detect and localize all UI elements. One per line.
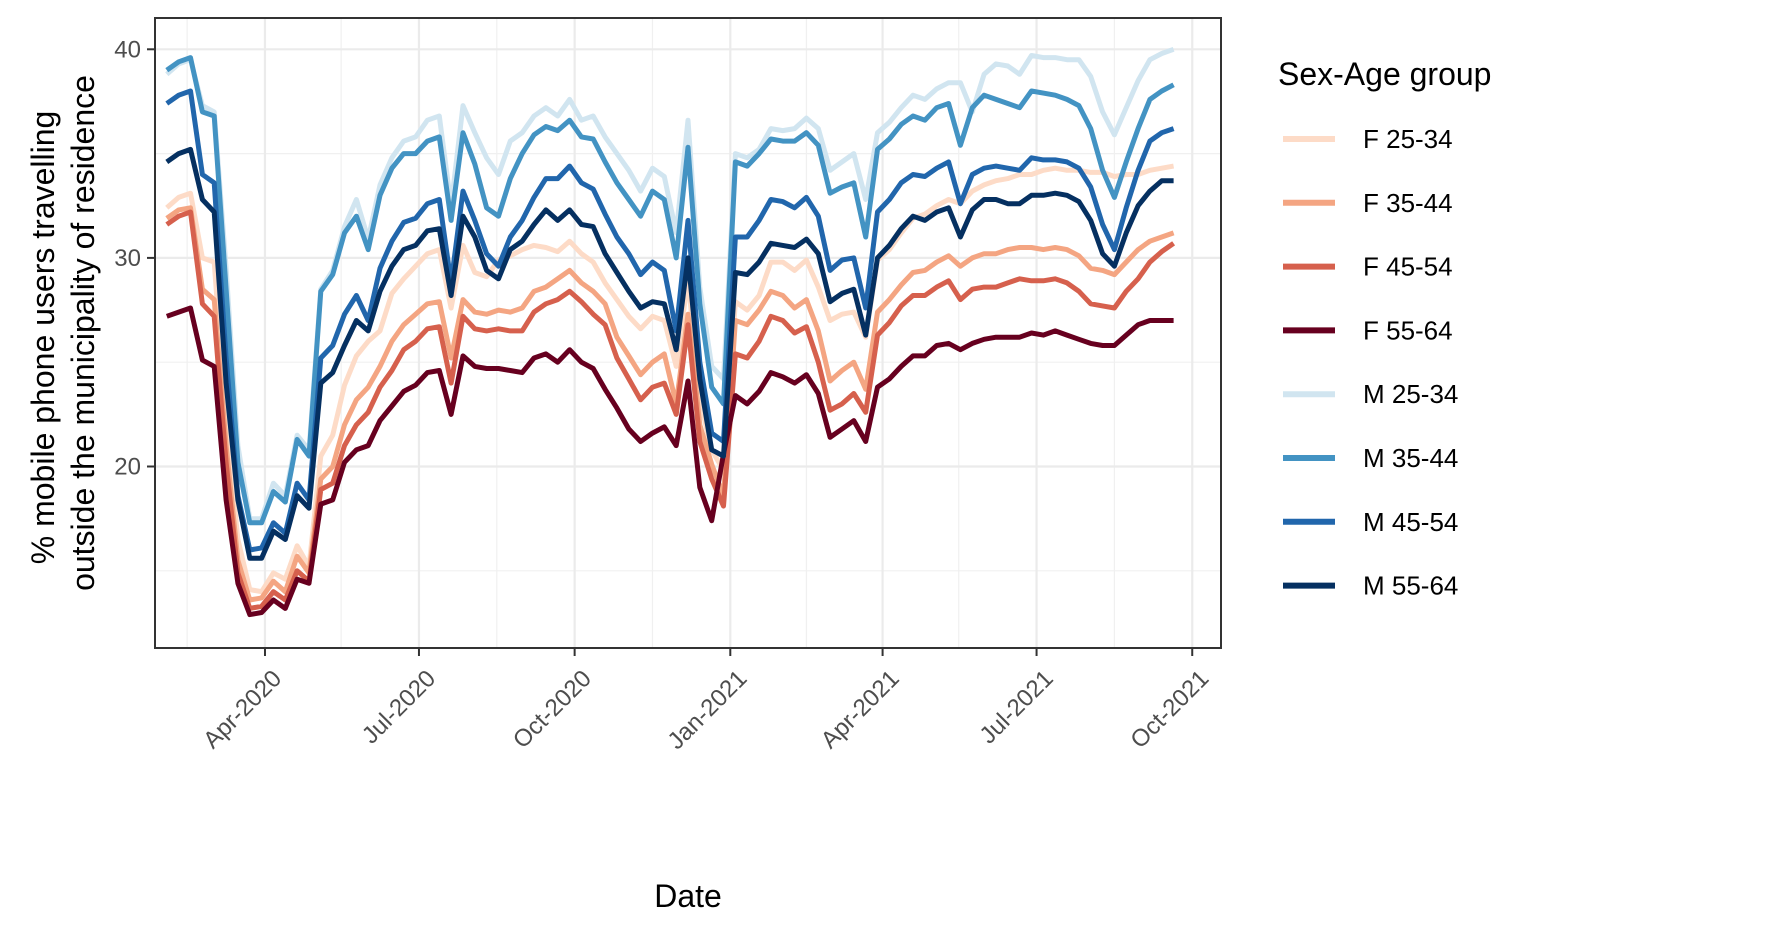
legend: Sex-Age group F 25-34 F 35-44 F 45-54 F 55-…	[1278, 56, 1491, 601]
legend-label: M 45-54	[1363, 507, 1458, 537]
legend-label: F 25-34	[1363, 124, 1453, 154]
legend-label: M 35-44	[1363, 443, 1458, 473]
series-lines	[165, 46, 1176, 618]
series-line-m-35-44	[165, 55, 1175, 526]
y-tick-label: 30	[114, 245, 141, 272]
y-tick-label: 20	[114, 454, 141, 481]
legend-title: Sex-Age group	[1278, 56, 1491, 92]
series-line-m-45-54	[165, 88, 1175, 553]
legend-label: F 35-44	[1363, 188, 1453, 218]
plot-panel-border	[154, 17, 1222, 649]
y-tick-label: 40	[114, 36, 141, 63]
y-axis-title-line-2: outside the municipality of residence	[65, 75, 101, 591]
legend-label: M 55-64	[1363, 571, 1458, 601]
y-axis-title-line-1: % mobile phone users travelling	[25, 111, 61, 565]
series-line-f-45-54	[165, 209, 1176, 611]
y-axis-title: % mobile phone users travelling outside …	[25, 75, 101, 591]
series-line-f-55-64	[165, 305, 1174, 618]
series-line-m-55-64	[165, 146, 1174, 561]
y-axis: 20 30 40	[114, 36, 155, 481]
legend-label: F 45-54	[1363, 252, 1453, 282]
legend-label: M 25-34	[1363, 379, 1458, 409]
series-line-f-25-34	[165, 163, 1175, 595]
series-line-f-35-44	[165, 205, 1175, 603]
legend-label: F 55-64	[1363, 315, 1453, 345]
legend-items: F 25-34 F 35-44 F 45-54 F 55-64 M 25-34 M 35-…	[1283, 124, 1458, 601]
x-axis-title: Date	[654, 878, 722, 914]
